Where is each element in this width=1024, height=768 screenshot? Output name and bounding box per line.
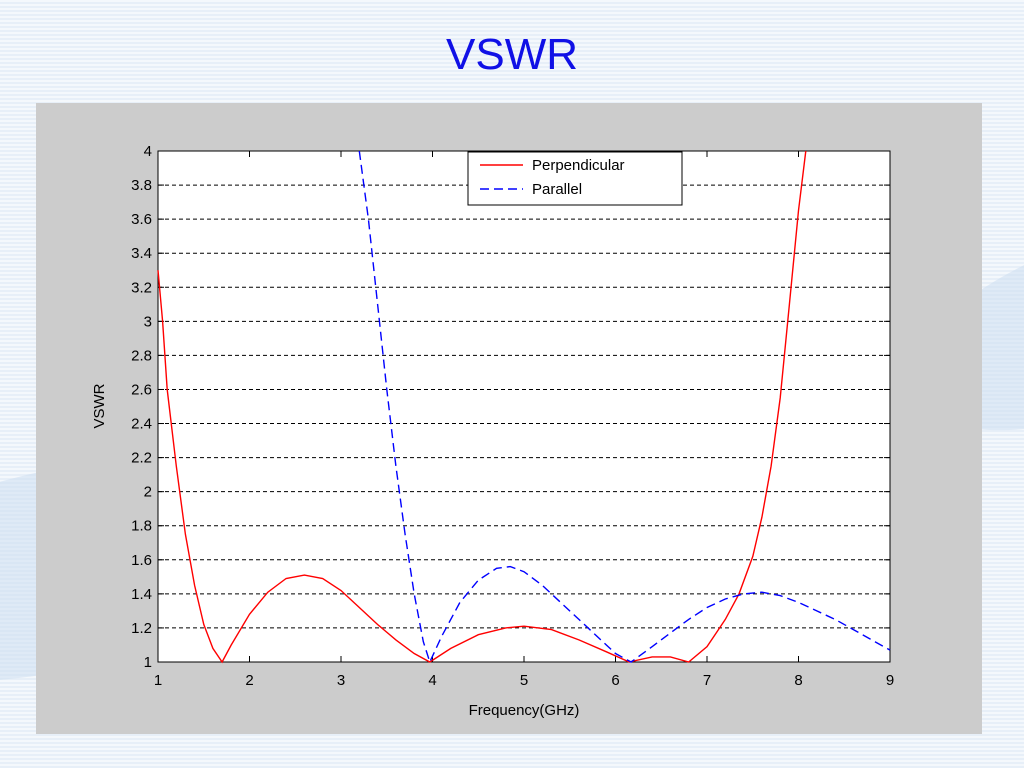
- y-tick-label: 3.6: [131, 211, 152, 228]
- y-axis-label: VSWR: [91, 383, 108, 428]
- y-tick-label: 4: [144, 143, 152, 160]
- y-tick-label: 2.6: [131, 381, 152, 398]
- y-tick-label: 3.4: [131, 245, 152, 262]
- series-line-parallel: [358, 150, 891, 664]
- vswr-chart: 1 1.2 1.4 1.6 1.8 2 2.2 2.4 2.6 2.8 3 3.2 3.4 3.6 3.8 4…: [91, 143, 894, 719]
- series-layer: [157, 150, 891, 664]
- legend-label-perpendicular: Perpendicular: [532, 157, 625, 174]
- y-tick-label: 1.6: [131, 552, 152, 569]
- x-tick-label: 4: [428, 672, 436, 689]
- x-tick-label: 9: [886, 672, 894, 689]
- y-tick-label: 3.2: [131, 279, 152, 296]
- slide-title: VSWR: [446, 30, 578, 79]
- legend-box: [467, 151, 683, 206]
- figure-panel: 1 1.2 1.4 1.6 1.8 2 2.2 2.4 2.6 2.8 3 3.2 3.4 3.6 3.8 4…: [36, 103, 982, 734]
- y-tick-label: 3.8: [131, 177, 152, 194]
- x-tick-label: 1: [154, 672, 162, 689]
- legend: Perpendicular Parallel: [467, 151, 683, 206]
- y-tick-label: 1: [144, 654, 152, 671]
- x-axis-label: Frequency(GHz): [469, 702, 580, 719]
- legend-label-parallel: Parallel: [532, 181, 582, 198]
- x-tick-label: 3: [337, 672, 345, 689]
- y-tick-label: 3: [144, 313, 152, 330]
- y-tick-label: 2.8: [131, 347, 152, 364]
- ticks-layer: 1 1.2 1.4 1.6 1.8 2 2.2 2.4 2.6 2.8 3 3.2 3.4 3.6 3.8 4…: [131, 143, 894, 689]
- x-tick-label: 7: [703, 672, 711, 689]
- plot-area: [157, 150, 891, 663]
- series-line-perpendicular: [157, 150, 807, 664]
- x-tick-label: 6: [611, 672, 619, 689]
- y-tick-label: 1.4: [131, 586, 152, 603]
- x-tick-label: 2: [245, 672, 253, 689]
- y-tick-label: 1.8: [131, 518, 152, 535]
- y-tick-label: 2.4: [131, 416, 152, 433]
- y-tick-label: 2.2: [131, 450, 152, 467]
- y-tick-label: 1.2: [131, 620, 152, 637]
- x-tick-label: 8: [794, 672, 802, 689]
- x-tick-label: 5: [520, 672, 528, 689]
- y-tick-label: 2: [144, 484, 152, 501]
